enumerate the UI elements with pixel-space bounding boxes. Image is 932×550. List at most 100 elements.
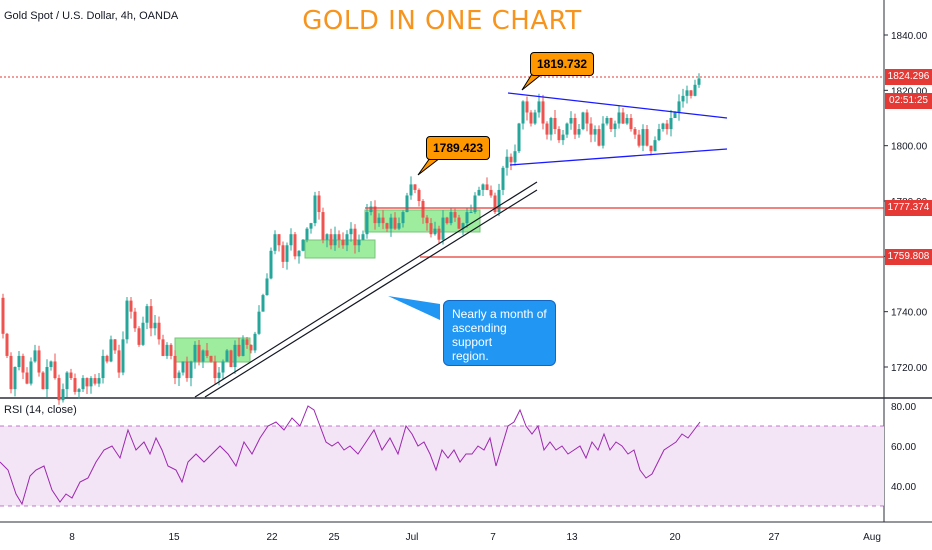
rsi-title: RSI (14, close) <box>4 404 77 416</box>
candle-body <box>681 95 685 102</box>
candle-body <box>449 212 453 224</box>
candle-body <box>473 195 477 213</box>
candle-body <box>601 123 605 146</box>
candle-body <box>593 129 597 135</box>
rsi-tick-label: 40.00 <box>891 482 916 493</box>
candle-body <box>425 217 429 224</box>
candle-body <box>441 217 445 240</box>
candle-body <box>581 112 585 130</box>
candle-body <box>173 355 177 379</box>
candle-body <box>105 355 109 362</box>
support-trendline-lower[interactable] <box>204 189 538 398</box>
candle-body <box>145 306 149 323</box>
candle-body <box>621 112 625 124</box>
candle-body <box>217 372 221 379</box>
candle-body <box>657 129 661 141</box>
rsi-tick-label: 80.00 <box>891 402 916 413</box>
candle-body <box>545 123 549 135</box>
candle-body <box>577 129 581 135</box>
candle-body <box>529 112 533 124</box>
candle-body <box>685 90 689 96</box>
candle-body <box>401 212 405 224</box>
candle-body <box>113 339 117 351</box>
candle-body <box>353 228 357 246</box>
triangle-resistance-line[interactable] <box>507 92 728 119</box>
candle-body <box>157 322 161 340</box>
candle-body <box>161 339 165 356</box>
candle-body <box>561 134 565 141</box>
candle-body <box>505 156 509 168</box>
candle-body <box>397 223 401 229</box>
candle-body <box>325 234 329 240</box>
peak-callout-1[interactable]: 1789.423 <box>426 136 491 160</box>
candle-body <box>485 184 489 190</box>
candle-body <box>225 350 229 362</box>
candle-body <box>65 372 69 390</box>
price-tick-label: 1820.00 <box>891 86 928 97</box>
candle-body <box>633 129 637 135</box>
time-tick-label: 20 <box>669 532 681 543</box>
candle-body <box>493 195 497 213</box>
candle-body <box>141 322 145 345</box>
price-tick-label: 1740.00 <box>891 308 928 319</box>
candle-body <box>417 189 421 201</box>
candle-body <box>457 217 461 229</box>
current-price-tag: 1824.296 <box>885 69 932 85</box>
candle-body <box>61 389 65 401</box>
candle-body <box>101 355 105 379</box>
support-note[interactable]: Nearly a month of ascending support regi… <box>443 300 556 366</box>
support-trendline-upper[interactable] <box>194 181 538 398</box>
candle-body <box>433 228 437 235</box>
note-line-1: Nearly a month of <box>452 307 547 321</box>
candle-body <box>241 339 245 356</box>
candle-body <box>149 306 153 329</box>
candle-body <box>133 311 137 329</box>
level-tag-lower: 1759.808 <box>885 249 932 265</box>
candle-body <box>193 344 197 362</box>
candle-body <box>437 228 441 240</box>
candle-body <box>341 239 345 246</box>
candle-body <box>369 206 373 213</box>
candle-body <box>477 189 481 196</box>
candle-body <box>321 212 325 240</box>
candle-body <box>697 78 701 85</box>
candle-body <box>589 123 593 135</box>
candle-body <box>429 223 433 235</box>
candle-body <box>625 118 629 124</box>
candle-body <box>121 339 125 373</box>
candle-body <box>1 297 5 334</box>
candle-body <box>213 361 217 379</box>
candle-body <box>677 101 681 113</box>
candle-body <box>269 250 273 279</box>
note-line-3: region. <box>452 349 489 363</box>
triangle-support-line[interactable] <box>509 148 728 166</box>
candle-body <box>533 112 537 124</box>
candle-body <box>409 184 413 196</box>
rsi-axis: 80.00 60.00 40.00 <box>891 402 916 493</box>
candle-body <box>305 228 309 240</box>
note-pointer <box>388 296 440 320</box>
candle-body <box>317 195 321 213</box>
candle-body <box>289 234 293 246</box>
candle-body <box>233 344 237 367</box>
candle-body <box>185 361 189 379</box>
peak-callout-2[interactable]: 1819.732 <box>530 52 595 76</box>
candle-body <box>481 184 485 190</box>
candle-body <box>109 339 113 362</box>
candle-body <box>389 217 393 229</box>
candle-body <box>17 355 21 367</box>
price-pane[interactable] <box>0 0 884 397</box>
candle-body <box>357 239 361 246</box>
candle-body <box>613 123 617 130</box>
time-axis: 8 15 22 25 Jul 7 13 20 27 Aug <box>69 532 881 543</box>
candle-body <box>521 101 525 124</box>
candle-body <box>37 350 41 373</box>
candle-body <box>393 217 397 229</box>
candle-body <box>69 372 73 379</box>
rsi-line <box>0 405 701 506</box>
time-tick-label: 13 <box>566 532 578 543</box>
candle-body <box>281 245 285 262</box>
candle-body <box>197 344 201 362</box>
bar-countdown-tag: 02:51:25 <box>885 93 932 109</box>
